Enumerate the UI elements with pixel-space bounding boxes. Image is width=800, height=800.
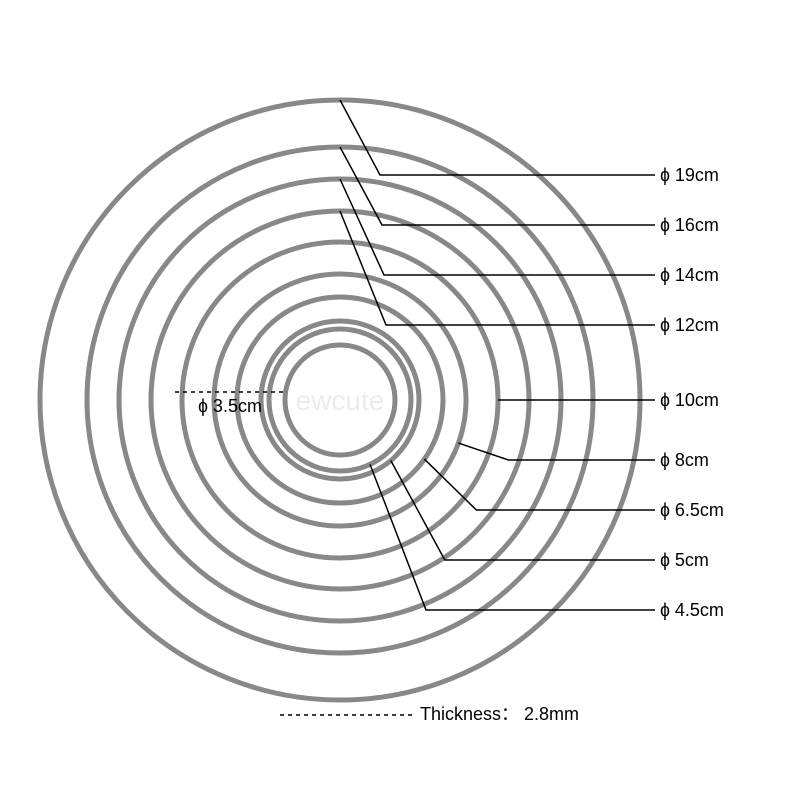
center-label: ɸ 3.5cm [198,396,262,416]
label-19: ɸ 19cm [660,165,719,185]
label-16: ɸ 16cm [660,215,719,235]
thickness-label: Thickness： 2.8mm [420,704,579,724]
label-10: ɸ 10cm [660,390,719,410]
label-5: ɸ 5cm [660,550,709,570]
label-14: ɸ 14cm [660,265,719,285]
label-6.5: ɸ 6.5cm [660,500,724,520]
label-4.5: ɸ 4.5cm [660,600,724,620]
label-8: ɸ 8cm [660,450,709,470]
leader-19 [340,100,655,175]
label-12: ɸ 12cm [660,315,719,335]
watermark: ewcute [296,385,385,416]
